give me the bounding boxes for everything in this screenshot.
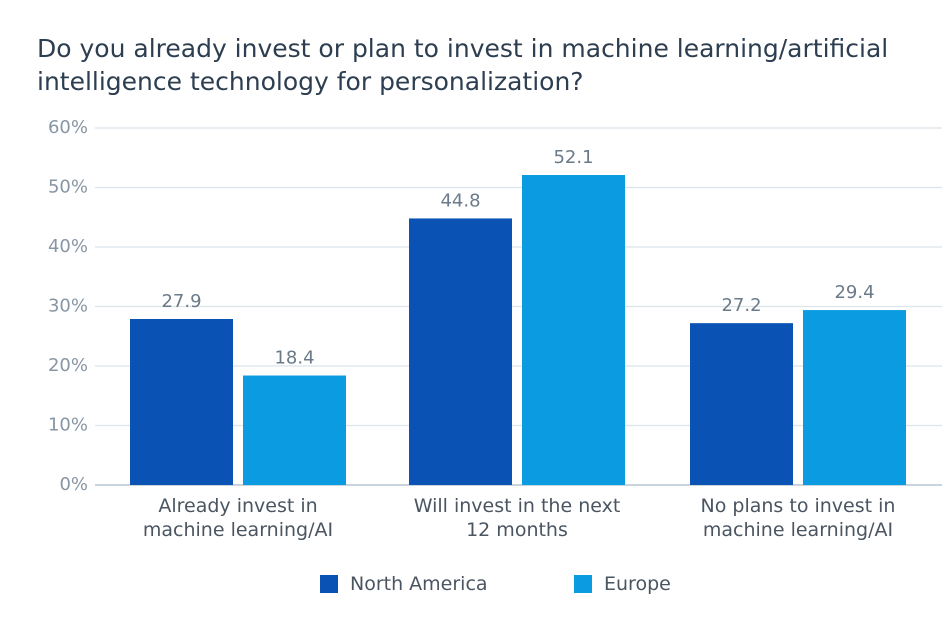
bar-north-america-2	[690, 323, 793, 485]
data-label-europe-0: 18.4	[274, 348, 314, 369]
x-category-label-1-line-2: 12 months	[466, 519, 568, 541]
legend-swatch-europe	[574, 575, 592, 593]
y-tick-label-20: 20%	[48, 355, 88, 376]
y-tick-label-50: 50%	[48, 177, 88, 198]
data-label-north-america-1: 44.8	[440, 190, 480, 211]
data-label-europe-2: 29.4	[834, 282, 874, 303]
chart-title-line-2: intelligence technology for personalizat…	[37, 67, 584, 96]
data-label-north-america-0: 27.9	[161, 291, 201, 312]
y-tick-label-30: 30%	[48, 296, 88, 317]
x-category-label-2-line-2: machine learning/AI	[703, 519, 893, 541]
y-tick-label-60: 60%	[48, 117, 88, 138]
x-category-label-1-line-1: Will invest in the next	[414, 495, 621, 517]
y-tick-label-0: 0%	[59, 474, 88, 495]
chart-title-line-1: Do you already invest or plan to invest …	[37, 34, 889, 63]
legend-label-europe: Europe	[604, 573, 671, 595]
x-category-label-2-line-1: No plans to invest in	[701, 495, 896, 517]
bar-north-america-1	[409, 218, 512, 485]
chart-legend: North America Europe	[0, 573, 952, 597]
data-label-europe-1: 52.1	[553, 147, 593, 168]
y-tick-label-10: 10%	[48, 415, 88, 436]
legend-item-europe: Europe	[574, 573, 671, 595]
bar-north-america-0	[130, 318, 233, 485]
chart-title: Do you already invest or plan to invest …	[37, 32, 937, 98]
x-category-label-0-line-1: Already invest in	[158, 495, 317, 517]
legend-swatch-north-america	[320, 575, 338, 593]
legend-label-north-america: North America	[350, 573, 488, 595]
bar-europe-1	[522, 175, 625, 485]
y-tick-label-40: 40%	[48, 236, 88, 257]
x-category-label-0-line-2: machine learning/AI	[143, 519, 333, 541]
bar-europe-0	[243, 375, 346, 485]
data-label-north-america-2: 27.2	[721, 295, 761, 316]
bar-europe-2	[803, 310, 906, 485]
legend-item-north-america: North America	[320, 573, 488, 595]
